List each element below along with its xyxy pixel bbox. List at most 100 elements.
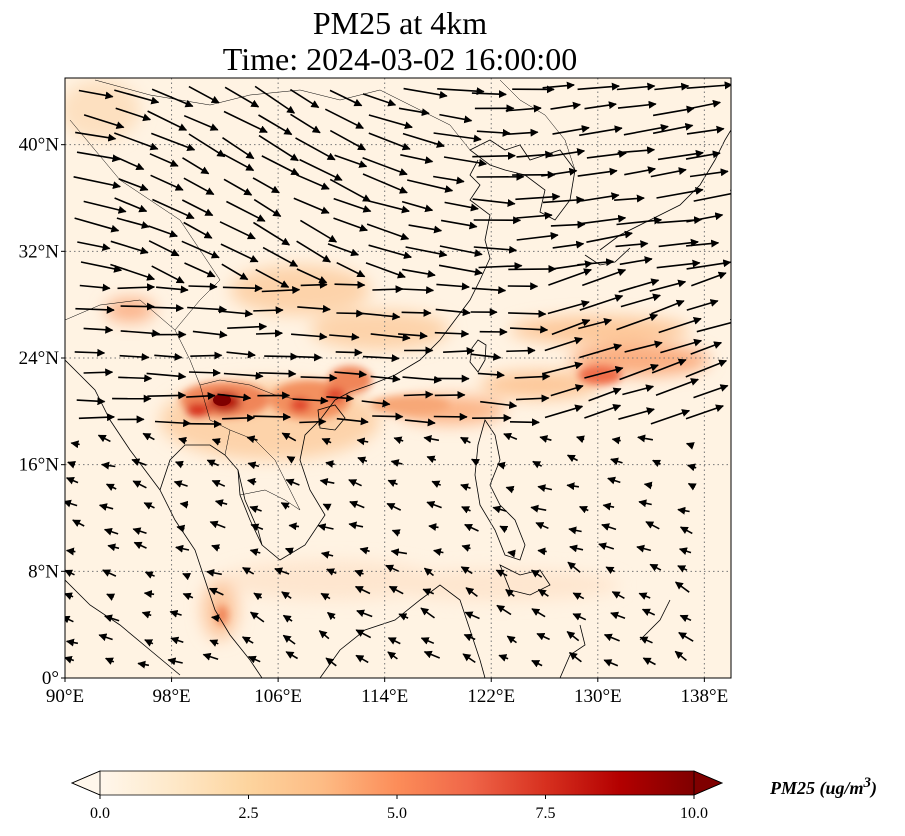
wind-arrow	[183, 221, 213, 239]
wind-arrow	[507, 128, 539, 137]
wind-arrow	[354, 569, 364, 578]
wind-arrow	[188, 85, 220, 104]
wind-arrow	[464, 523, 479, 532]
wind-arrow	[65, 569, 75, 577]
wind-arrow	[321, 438, 332, 446]
wind-arrow	[473, 245, 518, 254]
wind-arrow	[143, 502, 155, 510]
wind-arrow	[690, 341, 723, 355]
wind-arrow	[349, 500, 365, 509]
y-tick-label: 24°N	[19, 348, 60, 369]
wind-arrow	[104, 657, 115, 665]
wind-arrow	[110, 240, 149, 255]
wind-arrow	[566, 630, 580, 642]
wind-arrow	[326, 611, 336, 621]
wind-arrow	[118, 178, 149, 192]
wind-arrow	[443, 347, 475, 356]
wind-arrow	[299, 417, 327, 426]
wind-arrow	[443, 156, 487, 167]
wind-arrow	[173, 480, 188, 488]
wind-arrow	[167, 657, 183, 666]
wind-arrow	[105, 483, 117, 491]
wind-arrow	[227, 322, 268, 331]
wind-arrow	[223, 371, 264, 380]
wind-arrow	[362, 354, 400, 363]
wind-arrow	[146, 372, 187, 381]
wind-arrow	[506, 346, 536, 355]
wind-arrow	[423, 650, 441, 659]
wind-arrow	[691, 271, 727, 287]
wind-arrow	[137, 660, 150, 669]
wind-arrow	[329, 89, 363, 107]
wind-arrow	[362, 312, 401, 321]
wind-arrow	[431, 480, 442, 488]
wind-arrow	[356, 437, 369, 446]
wind-arrow	[567, 561, 581, 573]
wind-arrow	[296, 174, 330, 190]
wind-arrow	[151, 132, 196, 152]
wind-arrow	[390, 548, 408, 557]
wind-arrow	[506, 635, 517, 644]
colorbar-title-superscript: 3	[863, 775, 872, 791]
wind-arrow	[65, 638, 79, 647]
wind-arrow	[603, 659, 619, 667]
wind-arrow	[74, 348, 106, 357]
wind-arrow	[542, 361, 584, 375]
wind-arrow	[579, 343, 623, 359]
wind-arrow	[370, 374, 401, 383]
wind-arrow	[80, 261, 123, 273]
wind-arrow	[651, 299, 685, 315]
wind-arrow	[281, 591, 292, 600]
wind-arrow	[654, 82, 690, 91]
wind-arrow	[407, 179, 454, 193]
wind-arrow	[498, 654, 509, 662]
wind-arrow	[297, 304, 331, 313]
wind-arrow	[678, 631, 694, 642]
wind-arrow	[686, 81, 731, 90]
wind-arrow	[258, 369, 297, 378]
wind-arrow	[147, 391, 187, 400]
wind-arrow	[537, 588, 549, 597]
wind-arrow	[577, 82, 620, 91]
wind-arrow	[656, 259, 701, 269]
wind-arrow	[423, 567, 435, 577]
wind-arrow	[674, 650, 687, 662]
colorbar-tick-label: 10.0	[680, 805, 708, 822]
wind-arrow	[530, 504, 547, 513]
wind-arrow	[405, 246, 448, 258]
wind-arrow	[686, 239, 720, 248]
wind-arrow	[403, 390, 434, 399]
wind-arrow	[550, 384, 584, 397]
wind-arrow	[541, 167, 578, 177]
wind-arrow	[577, 167, 618, 177]
wind-arrow	[336, 261, 366, 278]
wind-arrow	[133, 541, 147, 550]
wind-arrow	[65, 655, 75, 664]
wind-arrow	[616, 82, 656, 91]
wind-arrow	[402, 268, 436, 278]
wind-arrow	[79, 283, 111, 292]
wind-arrow	[83, 114, 125, 130]
wind-arrow	[440, 219, 478, 230]
wind-arrow	[598, 542, 615, 551]
wind-arrow	[476, 128, 511, 137]
wind-arrow	[325, 657, 337, 667]
wind-arrow	[77, 241, 111, 252]
wind-arrow	[687, 482, 697, 491]
wind-arrow	[186, 391, 216, 400]
wind-arrow	[656, 187, 704, 199]
wind-arrow	[110, 263, 156, 281]
wind-arrow	[685, 150, 721, 160]
wind-arrow	[516, 150, 554, 159]
wind-arrow	[463, 633, 476, 642]
wind-arrow	[422, 588, 435, 596]
wind-arrow	[398, 331, 428, 340]
colorbar-title: PM25 (ug/m3)	[770, 775, 877, 799]
wind-arrow	[226, 200, 266, 222]
wind-arrow	[354, 585, 371, 595]
wind-arrow	[582, 268, 627, 287]
wind-arrow	[393, 436, 404, 445]
wind-arrow	[211, 614, 220, 623]
map-frame	[64, 77, 732, 679]
wind-arrow	[636, 544, 651, 553]
